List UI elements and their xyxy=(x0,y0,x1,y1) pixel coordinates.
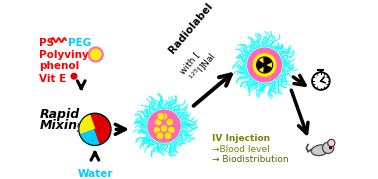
Circle shape xyxy=(155,119,161,125)
Circle shape xyxy=(263,63,266,67)
Circle shape xyxy=(148,110,180,142)
Text: phenol: phenol xyxy=(39,61,80,71)
Circle shape xyxy=(330,147,332,149)
Text: Vit E: Vit E xyxy=(39,74,67,84)
Text: PEG: PEG xyxy=(68,38,91,48)
Text: Rapid: Rapid xyxy=(39,108,80,121)
Circle shape xyxy=(71,73,77,79)
Circle shape xyxy=(257,57,273,73)
Text: Radiolabel: Radiolabel xyxy=(167,1,215,55)
Circle shape xyxy=(158,113,164,120)
Polygon shape xyxy=(80,129,102,145)
Circle shape xyxy=(79,113,111,145)
Text: $^{125}$I]NaI: $^{125}$I]NaI xyxy=(187,50,219,85)
Polygon shape xyxy=(95,122,111,144)
Polygon shape xyxy=(88,113,110,129)
Text: IV Injection: IV Injection xyxy=(212,134,270,143)
Ellipse shape xyxy=(311,145,329,156)
Wedge shape xyxy=(264,58,271,64)
Circle shape xyxy=(167,119,173,125)
Circle shape xyxy=(312,72,330,90)
Circle shape xyxy=(168,127,174,133)
Circle shape xyxy=(329,141,333,145)
Text: Water: Water xyxy=(77,169,113,179)
Circle shape xyxy=(328,139,335,147)
Text: → Biodistribution: → Biodistribution xyxy=(212,155,289,164)
Wedge shape xyxy=(257,61,262,69)
Circle shape xyxy=(157,133,163,139)
Circle shape xyxy=(253,54,276,76)
Circle shape xyxy=(165,133,171,139)
Circle shape xyxy=(90,49,101,60)
Circle shape xyxy=(161,113,167,120)
Text: Mixing: Mixing xyxy=(39,119,87,132)
Text: Polyvinyl: Polyvinyl xyxy=(39,50,93,60)
Circle shape xyxy=(154,127,160,133)
Text: with [: with [ xyxy=(178,50,201,75)
Text: →Blood level: →Blood level xyxy=(212,145,270,154)
Polygon shape xyxy=(79,114,95,136)
Circle shape xyxy=(322,142,334,153)
Text: PS: PS xyxy=(39,38,54,48)
Circle shape xyxy=(161,125,167,132)
Wedge shape xyxy=(264,66,271,72)
Circle shape xyxy=(248,48,282,82)
